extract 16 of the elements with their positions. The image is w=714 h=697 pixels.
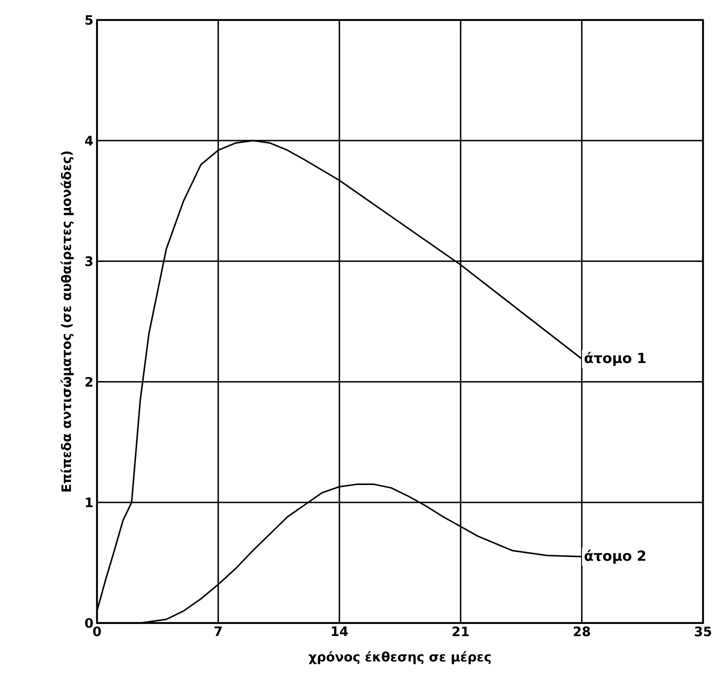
x-axis-title: χρόνος έκθεσης σε μέρες bbox=[308, 651, 491, 664]
y-tick-label: 4 bbox=[85, 136, 93, 146]
series-label: άτομο 1 bbox=[584, 352, 646, 366]
x-tick-label: 28 bbox=[574, 626, 590, 636]
y-tick-label: 0 bbox=[85, 618, 93, 628]
series-label: άτομο 2 bbox=[584, 550, 646, 564]
x-tick-label: 35 bbox=[694, 626, 712, 636]
y-tick-label: 3 bbox=[85, 256, 92, 266]
x-tick-label: 21 bbox=[452, 626, 469, 636]
x-tick-label: 14 bbox=[332, 626, 348, 636]
y-tick-label: 1 bbox=[86, 498, 93, 508]
y-tick-label: 2 bbox=[86, 376, 92, 387]
y-axis-title: Επίπεδα αντισώματος (σε αυθαίρετες μονάδες) bbox=[60, 151, 74, 492]
x-tick-label: 7 bbox=[214, 626, 222, 636]
y-tick-label: 5 bbox=[85, 15, 93, 25]
x-tick-label: 0 bbox=[93, 626, 101, 636]
